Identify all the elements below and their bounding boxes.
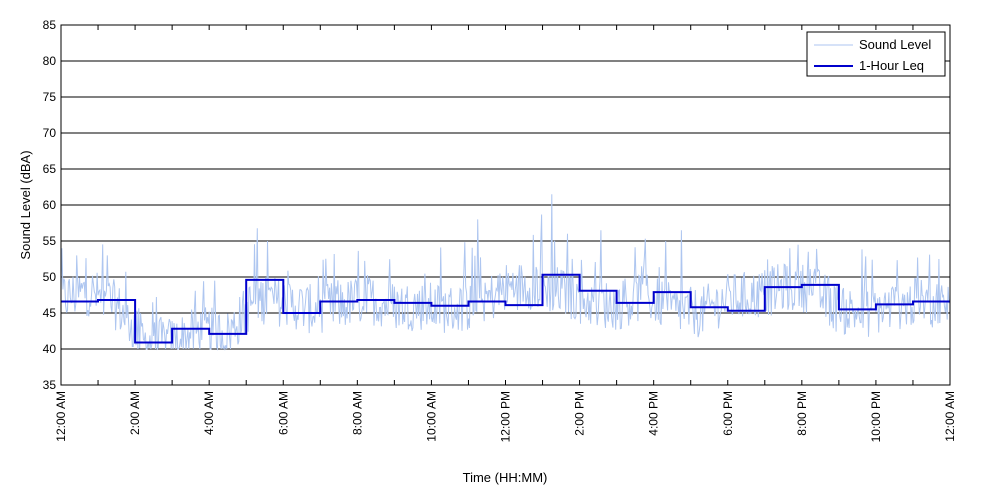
y-tick-label: 50 — [43, 270, 57, 284]
plot-frame — [60, 24, 951, 386]
leq-step-line — [61, 273, 950, 344]
x-tick-label: 4:00 AM — [202, 391, 216, 435]
y-tick-label: 60 — [43, 198, 57, 212]
y-tick-labels: 35 40 45 50 55 60 65 70 75 80 85 — [43, 18, 57, 392]
x-tick-label: 6:00 PM — [721, 391, 735, 436]
x-tick-label: 4:00 PM — [647, 391, 661, 436]
x-tick-label: 2:00 AM — [128, 391, 142, 435]
legend-label-leq: 1-Hour Leq — [859, 58, 924, 73]
sound-level-series — [60, 194, 951, 351]
leq-series — [61, 273, 950, 344]
y-tick-label: 45 — [43, 306, 57, 320]
x-tick-label: 10:00 AM — [424, 391, 438, 442]
y-tick-label: 85 — [43, 18, 57, 32]
y-tick-label: 70 — [43, 126, 57, 140]
y-tick-label: 35 — [43, 378, 57, 392]
x-tick-label: 10:00 PM — [869, 391, 883, 442]
x-tick-label: 12:00 PM — [499, 391, 513, 442]
legend-box — [806, 31, 946, 77]
y-tick-label: 75 — [43, 90, 57, 104]
x-tick-labels: 12:00 AM 2:00 AM 4:00 AM 6:00 AM 8:00 AM 10:0… — [54, 391, 957, 442]
x-tick-label: 8:00 AM — [350, 391, 364, 435]
y-tick-label: 80 — [43, 54, 57, 68]
gridlines — [61, 60, 950, 350]
y-axis-label: Sound Level (dBA) — [18, 150, 33, 259]
y-tick-label: 65 — [43, 162, 57, 176]
x-axis-label: Time (HH:MM) — [463, 470, 548, 485]
x-tick-label: 12:00 AM — [54, 391, 68, 442]
sound-level-line — [60, 194, 951, 351]
legend: Sound Level 1-Hour Leq — [806, 31, 946, 77]
x-tick-label: 12:00 AM — [943, 391, 957, 442]
y-tick-label: 40 — [43, 342, 57, 356]
x-tick-label: 6:00 AM — [276, 391, 290, 435]
legend-label-sound-level: Sound Level — [859, 37, 931, 52]
y-tick-label: 55 — [43, 234, 57, 248]
x-tick-label: 8:00 PM — [795, 391, 809, 436]
x-tick-label: 2:00 PM — [573, 391, 587, 436]
